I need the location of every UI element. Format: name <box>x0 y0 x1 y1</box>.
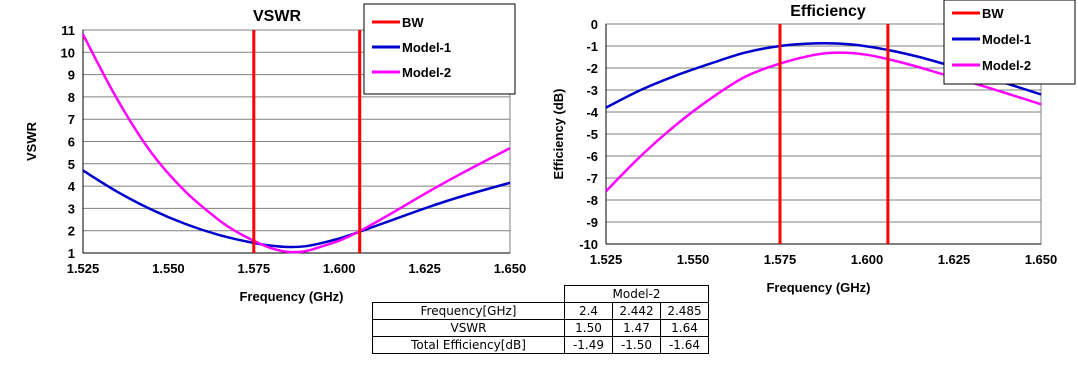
table-cell: 1.50 <box>564 319 613 337</box>
x-tick-label: 1.550 <box>677 252 710 267</box>
legend: BW Model-1 Model-2 <box>363 3 516 95</box>
table-header-row: Model-2 <box>372 285 709 303</box>
table-cell: 1.64 <box>660 319 709 337</box>
x-tick-label: 1.525 <box>67 261 100 276</box>
y-axis-label: VSWR <box>24 121 39 161</box>
y-tick-label: -1 <box>586 39 598 54</box>
x-tick-label: 1.625 <box>938 252 971 267</box>
table-cell: -1.64 <box>660 336 709 354</box>
x-tick-label: 1.625 <box>408 261 441 276</box>
x-tick-label: 1.600 <box>851 252 884 267</box>
table-cell: 2.442 <box>612 302 661 320</box>
legend-box <box>363 3 516 95</box>
y-tick-label: 8 <box>68 90 75 105</box>
chart-title: VSWR <box>253 8 301 25</box>
y-tick-label: 5 <box>68 157 75 172</box>
table-cell: 2.4 <box>564 302 613 320</box>
chart-title: Efficiency <box>790 3 866 20</box>
legend-label: Model-2 <box>402 65 451 80</box>
results-table: Model-2 Frequency[GHz] 2.4 2.442 2.485 V… <box>372 285 709 354</box>
y-tick-label: 9 <box>68 68 75 83</box>
legend-label: BW <box>982 6 1004 21</box>
x-tick-label: 1.525 <box>590 252 623 267</box>
table-cell: 1.47 <box>612 319 661 337</box>
x-axis-label: Frequency (GHz) <box>239 289 343 304</box>
y-tick-label: 11 <box>61 23 75 38</box>
y-tick-label: 1 <box>68 246 75 261</box>
y-tick-label: -5 <box>586 127 598 142</box>
y-tick-label: 10 <box>61 45 75 60</box>
x-tick-label: 1.575 <box>238 261 271 276</box>
table-row-label: Frequency[GHz] <box>372 302 565 320</box>
y-axis-label: Efficiency (dB) <box>551 88 566 179</box>
table-cell: -1.49 <box>564 336 613 354</box>
vswr-chart: 1 2 3 4 5 6 7 8 9 10 11 1.525 1.550 1.575 1.600 1.625 1.… <box>24 3 527 304</box>
y-tick-label: 7 <box>68 112 75 127</box>
y-tick-label: 4 <box>68 179 76 194</box>
series-line-model-2 <box>81 33 511 254</box>
y-tick-label: -7 <box>586 171 598 186</box>
y-tick-label: 3 <box>68 201 75 216</box>
y-tick-label: -3 <box>586 83 598 98</box>
y-tick-label: -2 <box>586 61 598 76</box>
table-corner-cell <box>372 285 565 303</box>
y-tick-label: -6 <box>586 149 598 164</box>
table-row: VSWR 1.50 1.47 1.64 <box>372 319 709 337</box>
legend-label: Model-2 <box>982 58 1031 73</box>
y-tick-label: -10 <box>579 237 598 252</box>
x-tick-label: 1.575 <box>764 252 797 267</box>
table-group-header: Model-2 <box>564 285 709 303</box>
table-cell: -1.50 <box>612 336 661 354</box>
x-tick-label: 1.650 <box>1025 252 1058 267</box>
x-axis-label: Frequency (GHz) <box>766 280 870 295</box>
y-tick-label: -8 <box>586 193 598 208</box>
x-tick-label: 1.550 <box>152 261 185 276</box>
series-line-model-1 <box>82 169 511 249</box>
table-row-label: VSWR <box>372 319 565 337</box>
y-tick-label: 2 <box>68 224 75 239</box>
y-tick-label: -9 <box>586 215 598 230</box>
legend-label: BW <box>402 15 424 30</box>
x-tick-label: 1.650 <box>494 261 527 276</box>
y-tick-label: 6 <box>68 135 75 150</box>
table-cell: 2.485 <box>660 302 709 320</box>
table-row: Frequency[GHz] 2.4 2.442 2.485 <box>372 302 709 320</box>
legend: BW Model-1 Model-2 <box>943 0 1076 85</box>
x-tick-label: 1.600 <box>323 261 356 276</box>
table-row: Total Efficiency[dB] -1.49 -1.50 -1.64 <box>372 336 709 354</box>
legend-label: Model-1 <box>402 40 451 55</box>
series-line-model-2 <box>605 51 1042 193</box>
y-tick-label: 0 <box>591 17 598 32</box>
legend-label: Model-1 <box>982 32 1031 47</box>
efficiency-chart: 0 -1 -2 -3 -4 -5 -6 -7 -8 -9 -101.525 1.550 1.575 1.6… <box>551 0 1076 295</box>
table-row-label: Total Efficiency[dB] <box>372 336 565 354</box>
y-tick-label: -4 <box>586 105 598 120</box>
